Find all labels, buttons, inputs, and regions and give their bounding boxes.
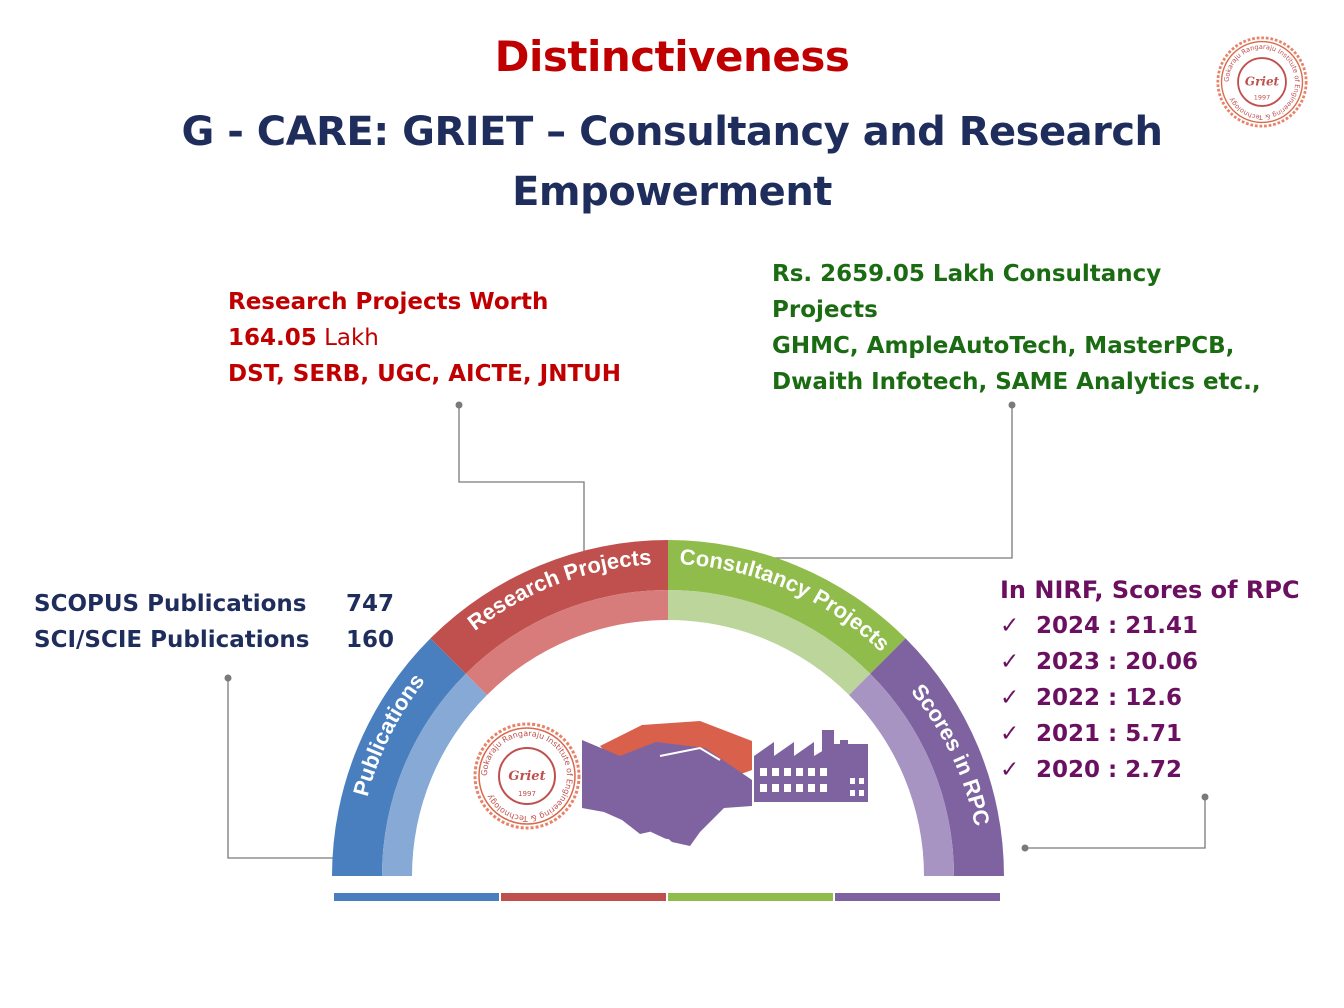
dot-rpc-arc <box>1021 844 1029 852</box>
rpc-item-text: 2024 : 21.41 <box>1036 613 1198 639</box>
arc-segment-rpc <box>870 638 1004 876</box>
research-line-1: Research Projects Worth <box>228 289 549 315</box>
dot-rpc-top <box>1201 793 1209 801</box>
connector-rpc <box>1025 797 1206 849</box>
bottom-bar-rpc <box>835 893 1000 901</box>
arc-segment-consultancy <box>668 540 906 674</box>
center-logo-year: 1997 <box>518 790 536 798</box>
college-logo: Gokaraju Rangaraju Institute of Engineer… <box>1216 36 1308 128</box>
connector-research <box>458 405 585 558</box>
check-icon: ✓ <box>1000 757 1020 783</box>
rpc-scores-info: In NIRF, Scores of RPC ✓ 2024 : 21.41 ✓ 20… <box>1000 572 1330 788</box>
consultancy-line-1-rest: Lakh Consultancy <box>924 261 1162 287</box>
consultancy-line-1: Rs. 2659.05 Lakh Consultancy <box>772 256 1272 292</box>
arc-inner-segment-consultancy <box>668 590 871 695</box>
center-logo-name: Griet <box>508 769 545 784</box>
consultancy-amount: 2659.05 <box>820 261 925 287</box>
logo-name: Griet <box>1245 75 1280 89</box>
dot-consultancy-top <box>1008 401 1016 409</box>
consultancy-line-4: Dwaith Infotech, SAME Analytics etc., <box>772 369 1261 395</box>
bottom-bar-consultancy <box>668 893 833 901</box>
factory-icon <box>754 730 868 802</box>
publication-label: SCOPUS Publications <box>34 591 307 617</box>
arc-outer-ring <box>332 540 1004 876</box>
research-line-2: 164.05 Lakh <box>228 320 628 356</box>
center-logo: Gokaraju Rangaraju Institute of Engineer… <box>473 722 581 830</box>
dot-publications <box>224 674 232 682</box>
rpc-item: ✓ 2020 : 2.72 <box>1000 752 1330 788</box>
arc-inner-segment-rpc <box>849 673 954 876</box>
check-icon: ✓ <box>1000 685 1020 711</box>
handshake-icon <box>582 721 752 846</box>
publication-label: SCI/SCIE Publications <box>34 627 310 653</box>
bottom-bar-research <box>501 893 666 901</box>
dot-research-top <box>455 401 463 409</box>
check-icon: ✓ <box>1000 613 1020 639</box>
publication-row: SCI/SCIE Publications 160 <box>34 622 414 658</box>
rpc-item-text: 2020 : 2.72 <box>1036 757 1182 783</box>
bottom-bar-publications <box>334 893 499 901</box>
consultancy-prefix: Rs. <box>772 261 821 287</box>
rpc-heading: In NIRF, Scores of RPC <box>1000 576 1300 604</box>
rpc-item-text: 2022 : 12.6 <box>1036 685 1182 711</box>
check-icon: ✓ <box>1000 649 1020 675</box>
publications-info: SCOPUS Publications 747 SCI/SCIE Publica… <box>34 586 414 658</box>
rpc-item-text: 2023 : 20.06 <box>1036 649 1198 675</box>
rpc-item-text: 2021 : 5.71 <box>1036 721 1182 747</box>
research-unit: Lakh <box>316 325 379 351</box>
rpc-item: ✓ 2024 : 21.41 <box>1000 608 1330 644</box>
connector-consultancy <box>764 405 1013 559</box>
consultancy-projects-info: Rs. 2659.05 Lakh Consultancy Projects GH… <box>772 256 1272 400</box>
research-projects-info: Research Projects Worth 164.05 Lakh DST,… <box>228 284 628 392</box>
consultancy-line-3: GHMC, AmpleAutoTech, MasterPCB, <box>772 333 1235 359</box>
page-subtitle: G - CARE: GRIET – Consultancy and Resear… <box>181 109 1163 215</box>
arc-inner-segment-publications <box>382 673 487 876</box>
consultancy-line-2: Projects <box>772 297 878 323</box>
arc-segment-research <box>430 540 668 674</box>
arc-segment-publications <box>332 638 466 876</box>
rpc-item: ✓ 2021 : 5.71 <box>1000 716 1330 752</box>
bottom-bars <box>334 893 1000 901</box>
check-icon: ✓ <box>1000 721 1020 747</box>
rpc-item: ✓ 2023 : 20.06 <box>1000 644 1330 680</box>
logo-year: 1997 <box>1254 93 1270 101</box>
publication-value: 160 <box>346 627 395 653</box>
connector-lines <box>227 405 1206 859</box>
arc-inner-segment-research <box>465 590 668 695</box>
publication-value: 747 <box>346 591 395 617</box>
rpc-item: ✓ 2022 : 12.6 <box>1000 680 1330 716</box>
research-line-3: DST, SERB, UGC, AICTE, JNTUH <box>228 361 622 387</box>
research-amount: 164.05 <box>228 325 317 351</box>
publication-row: SCOPUS Publications 747 <box>34 586 414 622</box>
arc-inner-ring <box>382 590 954 876</box>
connector-publications <box>227 678 336 859</box>
page-title: Distinctiveness <box>494 32 850 81</box>
